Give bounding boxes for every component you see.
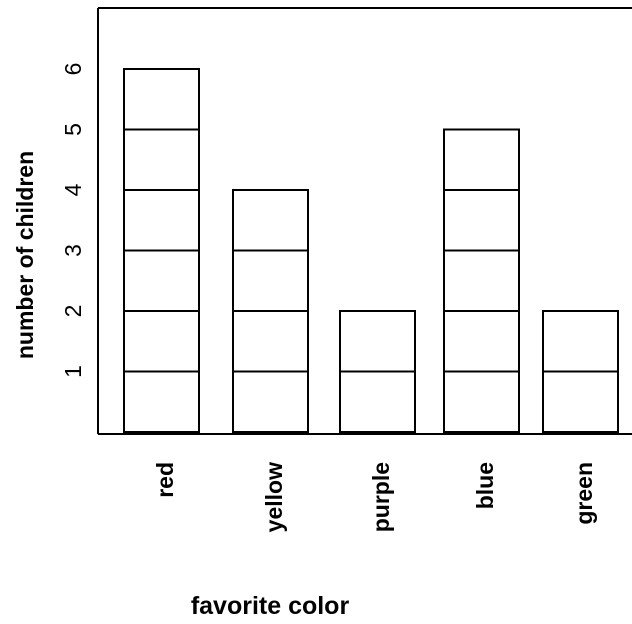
bar-blue-unit-5 [443,128,520,191]
x-labels-group: red yellow purple blue green [152,462,597,532]
y-axis-title: number of children [12,151,38,359]
bar-yellow-unit-3 [232,249,309,312]
bar-purple-unit-2 [339,310,416,373]
bar-red-unit-6 [123,68,200,131]
bar-red [123,68,200,433]
bar-blue-unit-1 [443,370,520,433]
y-tick-label-2: 2 [60,305,86,318]
bar-green-unit-2 [542,310,619,373]
bar-yellow-unit-1 [232,370,309,433]
x-tick-label-yellow: yellow [261,462,287,532]
y-tick-label-5: 5 [60,123,86,136]
bar-green [542,310,619,433]
bar-yellow [232,189,309,433]
bar-yellow-unit-2 [232,310,309,373]
bar-blue-unit-2 [443,310,520,373]
bar-red-unit-4 [123,189,200,252]
y-tick-label-1: 1 [60,365,86,378]
bars-group [123,68,619,433]
bar-blue [443,128,520,433]
bar-red-unit-5 [123,128,200,191]
x-tick-label-red: red [152,462,178,498]
bar-blue-unit-3 [443,249,520,312]
y-tick-label-3: 3 [60,244,86,257]
bar-yellow-unit-4 [232,189,309,252]
x-tick-label-blue: blue [472,462,498,509]
bar-purple-unit-1 [339,370,416,433]
x-tick-label-green: green [571,462,597,525]
bar-purple [339,310,416,433]
bar-red-unit-2 [123,310,200,373]
x-axis-title: favorite color [191,592,350,619]
bar-red-unit-3 [123,249,200,312]
y-tick-label-6: 6 [60,63,86,76]
bar-blue-unit-4 [443,189,520,252]
y-tick-label-4: 4 [60,183,86,196]
bar-green-unit-1 [542,370,619,433]
y-ticks-group: 1 2 3 4 5 6 [60,63,86,378]
x-tick-label-purple: purple [368,462,394,532]
bar-red-unit-1 [123,370,200,433]
